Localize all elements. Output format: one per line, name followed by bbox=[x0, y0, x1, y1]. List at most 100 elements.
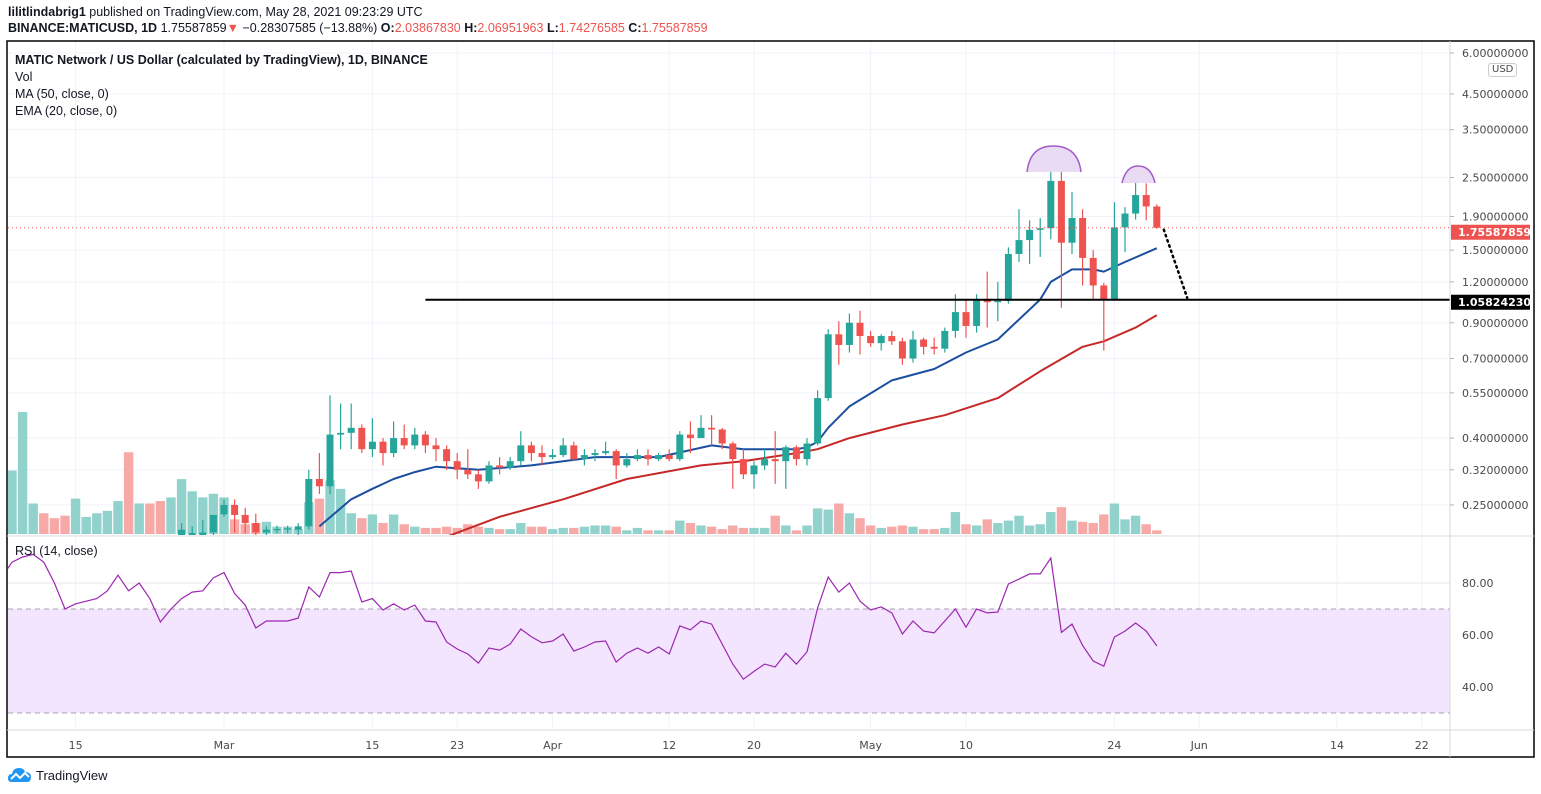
candle bbox=[188, 526, 196, 535]
candle-body bbox=[294, 526, 302, 530]
right-shoulder-arc[interactable] bbox=[1122, 166, 1155, 183]
author-name[interactable]: lilitlindabrig1 bbox=[8, 5, 86, 19]
tradingview-cloud-icon bbox=[8, 768, 31, 782]
candle bbox=[655, 453, 663, 462]
candle bbox=[485, 461, 493, 484]
candle-body bbox=[178, 529, 186, 535]
volume-bar bbox=[1077, 521, 1088, 534]
candle bbox=[1142, 183, 1150, 221]
volume-bar bbox=[166, 497, 176, 534]
time-axis[interactable]: 15 Mar 15 23 Apr 12 20 May 10 24 Jun 14 22 bbox=[69, 739, 1429, 752]
candle bbox=[337, 403, 345, 450]
price-tick-label: 0.90000000 bbox=[1462, 317, 1528, 330]
candle-body bbox=[1036, 228, 1044, 230]
legend-ma[interactable]: MA (50, close, 0) bbox=[15, 87, 109, 101]
projection-dotted-line[interactable] bbox=[1162, 228, 1189, 299]
candle bbox=[920, 337, 928, 355]
rsi-band bbox=[8, 609, 1450, 713]
tradingview-logo[interactable]: TradingView bbox=[8, 766, 108, 784]
candle-body bbox=[623, 459, 631, 466]
ma50-line bbox=[448, 314, 1158, 535]
candle-body bbox=[432, 445, 440, 450]
volume-bar bbox=[717, 529, 727, 534]
candle bbox=[633, 449, 641, 462]
legend-rsi[interactable]: RSI (14, close) bbox=[15, 544, 98, 558]
volume-bar bbox=[314, 498, 325, 534]
volume-bar bbox=[28, 503, 38, 534]
candle-body bbox=[824, 334, 832, 399]
candle bbox=[1004, 247, 1012, 304]
candle bbox=[273, 525, 281, 534]
candle-body bbox=[506, 461, 514, 468]
volume-bar bbox=[675, 520, 685, 534]
left-shoulder-arc[interactable] bbox=[1027, 146, 1081, 172]
candle-body bbox=[644, 455, 652, 460]
high-label: H: bbox=[464, 21, 478, 35]
time-tick-label: 10 bbox=[959, 739, 973, 752]
candle-body bbox=[877, 336, 885, 344]
candle bbox=[814, 390, 822, 446]
volume-bar bbox=[516, 523, 526, 534]
candle-body bbox=[241, 514, 249, 524]
drawings[interactable] bbox=[8, 145, 1450, 301]
volume-bar bbox=[1003, 520, 1014, 534]
time-tick-label: May bbox=[859, 739, 882, 752]
candle-body bbox=[1121, 213, 1129, 228]
legend-vol[interactable]: Vol bbox=[15, 70, 33, 84]
logo-text: TradingView bbox=[36, 767, 108, 783]
candle-body bbox=[252, 523, 260, 533]
price-tick-label: 4.50000000 bbox=[1462, 88, 1528, 101]
candle-body bbox=[962, 312, 970, 326]
high-value: 2.06951963 bbox=[477, 21, 544, 35]
volume-bar bbox=[823, 509, 833, 534]
candle-body bbox=[273, 529, 281, 531]
volume-bar bbox=[812, 508, 823, 534]
volume-bar bbox=[537, 526, 547, 534]
candle bbox=[729, 441, 737, 489]
volume-bar bbox=[1024, 525, 1035, 534]
time-tick-label: 15 bbox=[69, 739, 83, 752]
volume-bar bbox=[8, 470, 17, 534]
candle bbox=[877, 334, 885, 351]
candle-body bbox=[580, 455, 588, 460]
candle bbox=[506, 457, 514, 470]
volume-bar bbox=[410, 526, 420, 534]
candle bbox=[305, 469, 313, 530]
candle bbox=[708, 415, 716, 446]
volume-bar bbox=[1120, 519, 1130, 534]
volume-bar bbox=[420, 527, 431, 534]
volume-bar bbox=[1046, 512, 1056, 534]
candle bbox=[771, 431, 779, 484]
candle bbox=[718, 427, 726, 450]
price-tick-label: 0.40000000 bbox=[1462, 432, 1528, 445]
candle bbox=[262, 526, 270, 535]
candle-body bbox=[633, 455, 641, 460]
candle-body bbox=[390, 438, 398, 454]
candle bbox=[390, 421, 398, 458]
candle-body bbox=[326, 434, 334, 487]
candle-body bbox=[559, 445, 567, 456]
volume-bar bbox=[92, 513, 102, 534]
price-axis[interactable]: 6.00000000 4.50000000 3.50000000 2.50000000… bbox=[1450, 47, 1531, 694]
candle-body bbox=[284, 528, 292, 530]
legend-ema[interactable]: EMA (20, close, 0) bbox=[15, 104, 118, 118]
candle bbox=[231, 499, 239, 533]
candle bbox=[994, 281, 1002, 322]
candle bbox=[178, 523, 186, 535]
volume-bar bbox=[1088, 523, 1098, 534]
volume-bar bbox=[388, 514, 399, 534]
candle bbox=[580, 449, 588, 466]
candle-body bbox=[909, 339, 917, 359]
candle-body bbox=[792, 447, 800, 460]
volume-bar bbox=[452, 527, 462, 534]
close-value: 1.75587859 bbox=[641, 21, 708, 35]
volume-bar bbox=[1130, 515, 1141, 534]
candle bbox=[294, 523, 302, 535]
volume-bar bbox=[1014, 515, 1024, 534]
currency-badge[interactable]: USD bbox=[1488, 63, 1518, 77]
volume-bar bbox=[865, 525, 876, 534]
candle-body bbox=[697, 427, 705, 439]
candle bbox=[199, 519, 207, 535]
candle bbox=[941, 327, 949, 353]
